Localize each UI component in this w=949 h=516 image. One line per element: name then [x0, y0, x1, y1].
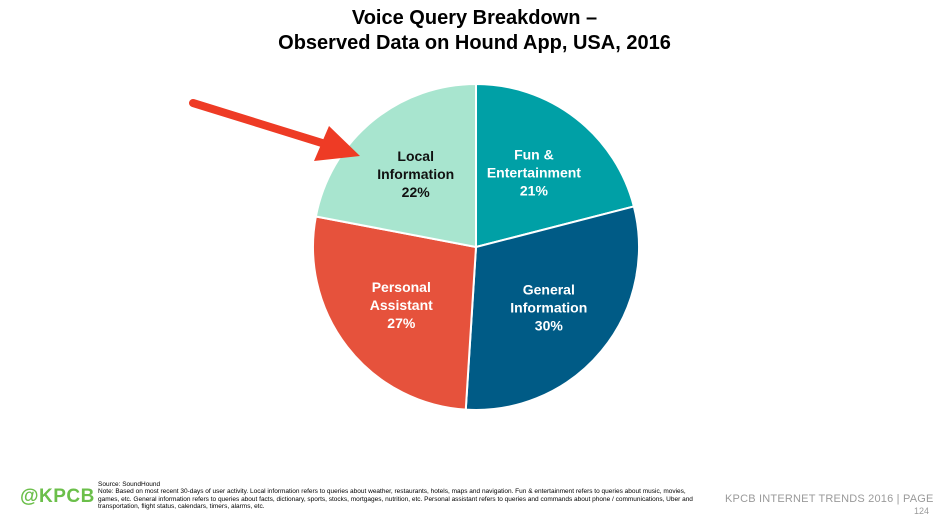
arrow-head [314, 126, 360, 161]
slice-label-0: Fun & Entertainment 21% [487, 146, 581, 198]
slice-label-line: Fun & [514, 146, 554, 162]
slice-label-line: 30% [535, 317, 564, 333]
slice-label-3: Local Information 22% [377, 148, 454, 200]
slice-label-line: 27% [387, 315, 416, 331]
pie-slices [312, 82, 640, 411]
slice-label-line: Personal [372, 279, 431, 295]
title-line-2: Observed Data on Hound App, USA, 2016 [278, 32, 671, 54]
slice-label-line: Information [510, 299, 587, 315]
pie-slice-1 [464, 205, 640, 411]
slice-label-1: General Information 30% [510, 281, 587, 333]
title-line-1: Voice Query Breakdown – [351, 7, 598, 29]
footer-trends: KPCB INTERNET TRENDS 2016 | PAGE [725, 493, 934, 505]
slice-label-line: Entertainment [487, 164, 581, 180]
pie-slice-2 [312, 215, 478, 411]
pie-slice-3 [314, 82, 477, 249]
slice-label-2: Personal Assistant 27% [370, 279, 433, 331]
page-number: 124 [914, 506, 930, 516]
slice-label-line: Assistant [370, 297, 433, 313]
source-text: Source: SoundHound [98, 481, 161, 488]
pie-slice-0 [475, 82, 636, 249]
slice-label-line: Information [377, 166, 454, 182]
slice-label-line: 21% [520, 182, 549, 198]
slice-label-line: General [523, 281, 575, 297]
slice-label-line: 22% [402, 184, 431, 200]
pie-labels: Fun & Entertainment 21% General Information 3… [370, 146, 588, 333]
slice-label-line: Local [397, 148, 434, 164]
arrow-annotation [189, 99, 360, 161]
kpcb-logo: @KPCB [20, 486, 95, 507]
chart-title: Voice Query Breakdown – Observed Data on… [0, 6, 949, 56]
note-text: Note: Based on most recent 30-days of us… [98, 488, 693, 510]
arrow-shaft [189, 99, 326, 147]
